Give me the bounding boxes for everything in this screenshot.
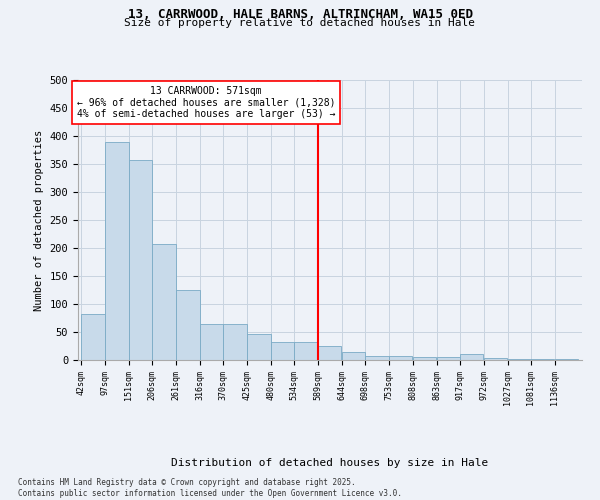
Bar [460, 354, 484, 360]
Bar [365, 356, 389, 360]
Text: 13 CARRWOOD: 571sqm
← 96% of detached houses are smaller (1,328)
4% of semi-deta: 13 CARRWOOD: 571sqm ← 96% of detached ho… [77, 86, 335, 119]
Bar [413, 357, 436, 360]
Bar [176, 290, 200, 360]
Y-axis label: Number of detached properties: Number of detached properties [34, 130, 44, 310]
Bar [200, 324, 223, 360]
Bar [437, 356, 460, 360]
Bar [342, 352, 365, 360]
Bar [223, 324, 247, 360]
Bar [271, 342, 295, 360]
Bar [82, 314, 105, 360]
Bar [128, 160, 152, 360]
Text: Contains HM Land Registry data © Crown copyright and database right 2025.
Contai: Contains HM Land Registry data © Crown c… [18, 478, 402, 498]
Bar [247, 334, 271, 360]
Bar [105, 142, 128, 360]
Bar [318, 346, 341, 360]
Bar [295, 342, 317, 360]
Text: Size of property relative to detached houses in Hale: Size of property relative to detached ho… [125, 18, 476, 28]
Bar [484, 358, 507, 360]
Bar [152, 244, 176, 360]
Bar [389, 356, 412, 360]
Text: 13, CARRWOOD, HALE BARNS, ALTRINCHAM, WA15 0ED: 13, CARRWOOD, HALE BARNS, ALTRINCHAM, WA… [128, 8, 473, 20]
X-axis label: Distribution of detached houses by size in Hale: Distribution of detached houses by size … [172, 458, 488, 468]
